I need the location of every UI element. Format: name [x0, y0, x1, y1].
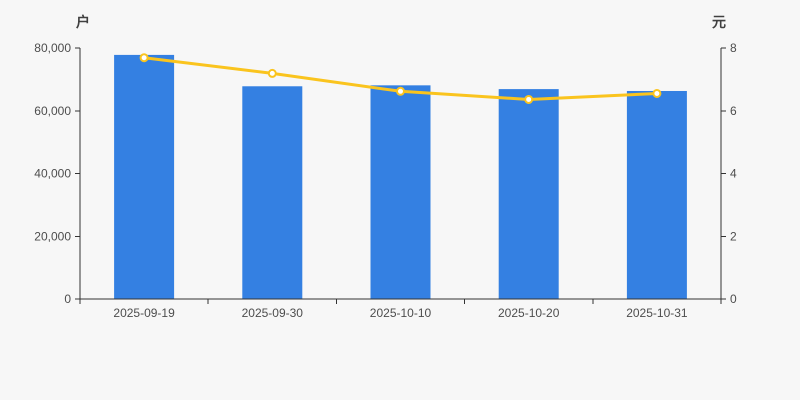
line-marker[interactable]	[652, 88, 662, 98]
x-axis-category-label: 2025-10-20	[498, 306, 560, 320]
x-axis-category-label: 2025-09-30	[242, 306, 304, 320]
line-marker[interactable]	[524, 94, 534, 104]
left-axis-tick-label: 0	[64, 292, 71, 306]
bar[interactable]	[370, 85, 431, 300]
left-axis-tick-label: 60,000	[34, 104, 71, 118]
x-axis-category-label: 2025-09-19	[113, 306, 175, 320]
right-axis-tick-label: 6	[730, 104, 737, 118]
bar[interactable]	[242, 86, 303, 299]
right-axis-tick-label: 0	[730, 292, 737, 306]
bar-series	[114, 54, 687, 300]
left-axis-unit-label: 户	[76, 14, 90, 30]
line-marker[interactable]	[139, 53, 149, 63]
bar[interactable]	[114, 54, 175, 300]
bar[interactable]	[498, 89, 559, 299]
left-axis-tick-label: 40,000	[34, 167, 71, 181]
axes	[75, 47, 726, 304]
line-marker[interactable]	[267, 68, 277, 78]
left-axis-tick-label: 80,000	[34, 41, 71, 55]
right-axis-tick-label: 4	[730, 167, 737, 181]
x-axis-category-label: 2025-10-31	[626, 306, 688, 320]
bar[interactable]	[626, 90, 687, 299]
line-series	[139, 53, 662, 104]
right-axis-tick-label: 8	[730, 41, 737, 55]
line-marker[interactable]	[396, 86, 405, 96]
left-axis-tick-label: 20,000	[34, 229, 71, 243]
right-axis-unit-label: 元	[712, 14, 726, 30]
x-axis-category-label: 2025-10-10	[370, 306, 432, 320]
right-axis-tick-label: 2	[730, 229, 737, 243]
